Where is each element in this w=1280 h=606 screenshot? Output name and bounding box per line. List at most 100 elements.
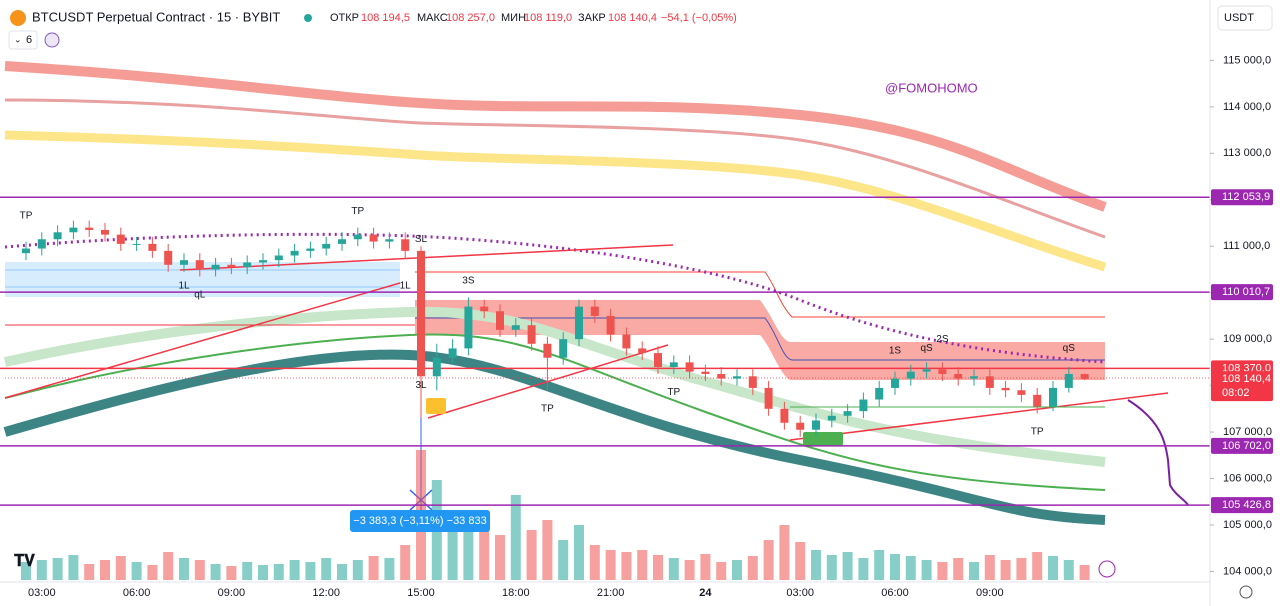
- volume-bar: [542, 520, 553, 580]
- candle-body: [290, 250, 299, 256]
- volume-bar: [921, 560, 932, 580]
- refresh-icon[interactable]: [44, 32, 60, 48]
- candle-body: [1064, 373, 1073, 388]
- annotation: TP: [20, 211, 33, 222]
- volume-bar: [84, 564, 95, 580]
- ohlc-label: ОТКР: [330, 12, 359, 24]
- candle-body: [669, 362, 678, 368]
- candle-body: [180, 260, 188, 265]
- x-tick-label: 12:00: [312, 587, 340, 599]
- volume-bar: [68, 555, 79, 580]
- volume-bar: [732, 560, 742, 580]
- volume-bar: [874, 550, 885, 580]
- candle-body: [843, 411, 852, 416]
- level-tag: [1211, 189, 1273, 206]
- candle-body: [1080, 373, 1089, 380]
- candle-body: [1049, 387, 1057, 407]
- candle-body: [717, 373, 726, 379]
- x-tick-label: 18:00: [502, 587, 530, 599]
- annotation: TP: [1031, 427, 1044, 438]
- volume-bar: [305, 562, 316, 580]
- volume-bar: [811, 550, 821, 580]
- x-tick-label: 15:00: [407, 587, 435, 599]
- candle-body: [590, 306, 599, 316]
- candle-body: [22, 248, 30, 254]
- volume-bar: [1032, 552, 1043, 580]
- y-tick-label: 109 000,0: [1223, 333, 1272, 345]
- volume-bar: [589, 545, 600, 580]
- candle-body: [606, 315, 615, 335]
- candle-body: [306, 248, 315, 251]
- y-tick-label: 106 000,0: [1223, 472, 1272, 484]
- annotation: 2S: [936, 334, 949, 345]
- logo: 𝐓𝐕: [14, 553, 35, 570]
- candle-body: [575, 306, 583, 340]
- volume-bar: [1048, 556, 1058, 580]
- volume-bar: [653, 555, 663, 580]
- volume-bar: [463, 510, 474, 580]
- candle-body: [369, 234, 378, 242]
- volume-bar: [273, 564, 284, 580]
- volume-bar: [447, 520, 458, 580]
- volume-bar: [179, 558, 189, 580]
- annotation: qS: [1063, 343, 1076, 354]
- x-tick-label: 03:00: [28, 587, 56, 599]
- volume-bar: [621, 552, 632, 580]
- candle-body: [733, 376, 741, 379]
- y-tick-label: 107 000,0: [1223, 426, 1272, 438]
- candle-body: [211, 264, 220, 270]
- candle-body: [401, 239, 410, 251]
- candle-body: [954, 373, 963, 379]
- volume-bar: [115, 556, 126, 580]
- volume-bar: [526, 530, 537, 580]
- volume-bar: [337, 564, 347, 580]
- annotation: 1S: [889, 345, 902, 356]
- ohlc-label: МАКС: [417, 12, 448, 24]
- candle-body: [796, 422, 805, 430]
- volume-bar: [795, 542, 806, 580]
- watermark: @FOMOHOMO: [885, 80, 978, 95]
- volume-bar: [605, 550, 616, 580]
- candle-body: [353, 234, 362, 240]
- candle-body: [1033, 394, 1042, 407]
- candle-body: [432, 357, 441, 377]
- candle-body: [559, 339, 568, 358]
- y-tick-label: 115 000,0: [1223, 54, 1271, 66]
- volume-bar: [826, 555, 837, 580]
- y-tick-label: 105 000,0: [1223, 519, 1272, 531]
- volume-bar: [558, 540, 569, 580]
- x-tick-label: 09:00: [976, 587, 1004, 599]
- volume-bar: [969, 562, 979, 580]
- candle-body: [985, 376, 994, 388]
- annotation: TP: [541, 403, 554, 414]
- countdown: 08:02: [1222, 387, 1250, 399]
- price-label: 108 140,4: [1222, 373, 1271, 385]
- candle-body: [922, 369, 931, 372]
- candle-body: [938, 369, 947, 374]
- volume-bar: [684, 560, 695, 580]
- settings-icon[interactable]: [1239, 585, 1253, 599]
- candle-body: [764, 387, 773, 409]
- interval-control[interactable]: [8, 30, 38, 50]
- currency-select[interactable]: [1217, 5, 1273, 31]
- candle-body: [480, 306, 489, 312]
- volume-bar: [779, 525, 790, 580]
- flash-icon[interactable]: [1098, 560, 1116, 578]
- volume-layer: [21, 450, 1090, 580]
- volume-bar: [36, 560, 47, 580]
- candle-body: [53, 232, 62, 240]
- candle-body: [274, 255, 283, 261]
- candle-body: [37, 239, 46, 249]
- overlays: [3, 61, 1210, 525]
- annotation: 1L: [400, 280, 412, 291]
- candle-body: [69, 227, 78, 233]
- volume-bar: [131, 562, 142, 580]
- candle-body: [701, 371, 710, 374]
- volume-bar: [890, 554, 900, 580]
- volume-bar: [637, 550, 648, 580]
- ohlc-label: МИН: [501, 12, 526, 24]
- volume-bar: [147, 565, 158, 580]
- level-label: 106 702,0: [1222, 440, 1271, 452]
- volume-bar: [716, 562, 727, 580]
- volume-bar: [668, 558, 679, 580]
